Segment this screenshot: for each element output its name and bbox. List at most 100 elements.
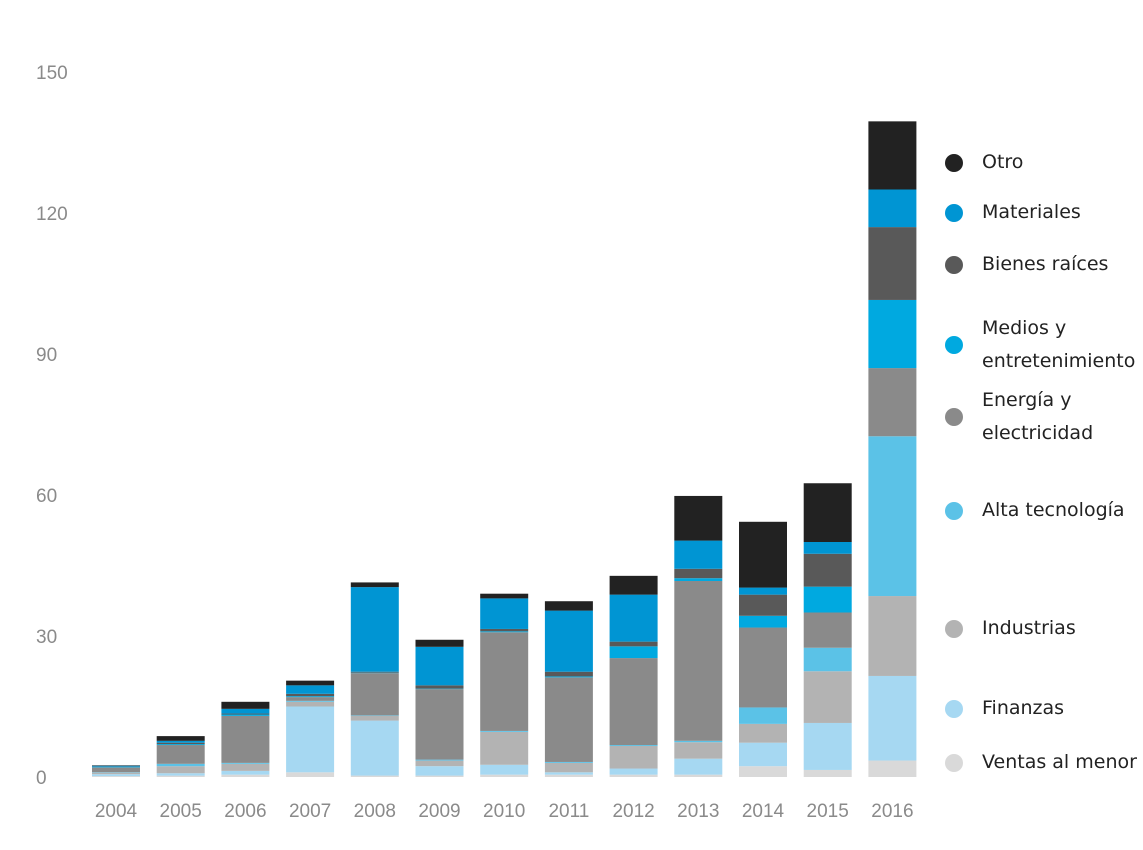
bar-segment [221, 763, 270, 771]
y-tick-label: 30 [36, 627, 57, 648]
legend-label: Otro [982, 151, 1024, 173]
bar-segment [415, 766, 464, 776]
bar-segment [739, 723, 787, 743]
bar-segment [739, 766, 787, 777]
x-axis: 2004 2005 2006 2007 2008 2009 2010 2011 2012 2013… [95, 801, 914, 822]
bar-segment [350, 715, 399, 721]
bar-stack-2005 [156, 736, 205, 777]
bar-segment [868, 760, 917, 777]
bar-segment [803, 769, 852, 777]
bar-segment [739, 742, 787, 767]
legend-item: Industrias [945, 612, 1142, 645]
bar-stack-2004 [92, 765, 140, 777]
bar-segment [544, 677, 593, 762]
bar-segment [156, 763, 205, 767]
bar-segment [480, 631, 529, 633]
y-axis: 0 30 60 90 120 150 [36, 63, 68, 789]
bar-segment [544, 671, 593, 677]
legend-item: Bienes raíces [945, 248, 1142, 281]
bar-stack-2007 [286, 680, 335, 777]
bar-segment [674, 740, 723, 743]
bar-segment [674, 758, 723, 775]
legend: Otro Materiales Bienes raíces Medios y entr… [945, 0, 1143, 850]
bar-segment [739, 594, 787, 616]
x-tick-label: 2014 [742, 801, 785, 822]
bar-segment [803, 542, 852, 554]
legend-swatch [945, 619, 963, 638]
bar-segment [156, 745, 205, 764]
bar-segment [286, 697, 335, 701]
bar-segment [868, 436, 917, 597]
legend-item: Materiales [945, 196, 1142, 229]
x-tick-label: 2012 [612, 801, 654, 822]
bar-segment [286, 772, 335, 777]
bar-segment [544, 762, 593, 773]
bar-segment [286, 693, 335, 697]
bar-segment [221, 708, 270, 714]
bar-segment [156, 744, 205, 746]
bar-segment [415, 646, 464, 686]
bar-segment [739, 615, 787, 628]
bar-segment [480, 764, 529, 775]
x-tick-label: 2004 [95, 801, 138, 822]
bar-segment [350, 673, 399, 716]
bar-segment [609, 594, 658, 642]
legend-item: Alta tecnología [945, 494, 1142, 527]
bar-segment [480, 774, 529, 777]
bar-segment [803, 612, 852, 648]
bar-stack-2010 [480, 593, 529, 777]
bar-stack-2008 [350, 582, 399, 777]
bar-segment [286, 706, 335, 773]
bar-segment [156, 773, 205, 776]
legend-swatch [945, 753, 963, 772]
bar-segment [480, 593, 529, 599]
bar-segment [350, 720, 399, 776]
bar-segment [92, 765, 140, 767]
bar-segment [221, 774, 270, 777]
bar-stack-2011 [544, 601, 593, 777]
legend-swatch [945, 699, 963, 718]
bar-segment [868, 189, 917, 228]
bar-segment [544, 774, 593, 777]
legend-label: Bienes raíces [982, 253, 1109, 275]
bar-segment [868, 368, 917, 437]
legend-label: Finanzas [982, 697, 1065, 719]
bar-segment [415, 689, 464, 760]
bar-segment [674, 581, 723, 741]
bar-segment [221, 701, 270, 709]
bar-segment [286, 701, 335, 707]
x-tick-label: 2009 [418, 801, 460, 822]
x-tick-label: 2011 [548, 801, 589, 822]
legend-label: Industrias [982, 617, 1076, 639]
bar-segment [868, 596, 917, 676]
bar-segment [480, 730, 529, 732]
legend-swatch [945, 203, 963, 222]
bar-segment [286, 700, 335, 702]
legend-label: Energía y electricidad [982, 389, 1094, 444]
bar-segment [739, 707, 787, 724]
bar-segment [544, 772, 593, 775]
bar-segment [286, 680, 335, 686]
bar-segment [480, 628, 529, 632]
bar-segment [803, 722, 852, 770]
bar-segment [156, 775, 205, 777]
bar-segment [480, 598, 529, 629]
bar-segment [415, 685, 464, 689]
legend-item: Finanzas [945, 692, 1142, 725]
legend-label: Materiales [982, 201, 1081, 223]
bar-segment [609, 774, 658, 777]
bar-segment [609, 575, 658, 595]
legend-item: Ventas al menor [945, 746, 1142, 779]
bar-segment [739, 587, 787, 595]
bar-segment [803, 647, 852, 672]
bar-segment [221, 714, 270, 716]
x-tick-label: 2016 [871, 801, 913, 822]
bar-segment [221, 715, 270, 763]
x-tick-label: 2007 [289, 801, 331, 822]
bar-segment [415, 775, 464, 777]
bar-segment [544, 676, 593, 678]
bar-segment [350, 671, 399, 673]
legend-item: Medios y entretenimiento [945, 312, 1142, 378]
bar-segment [221, 770, 270, 775]
